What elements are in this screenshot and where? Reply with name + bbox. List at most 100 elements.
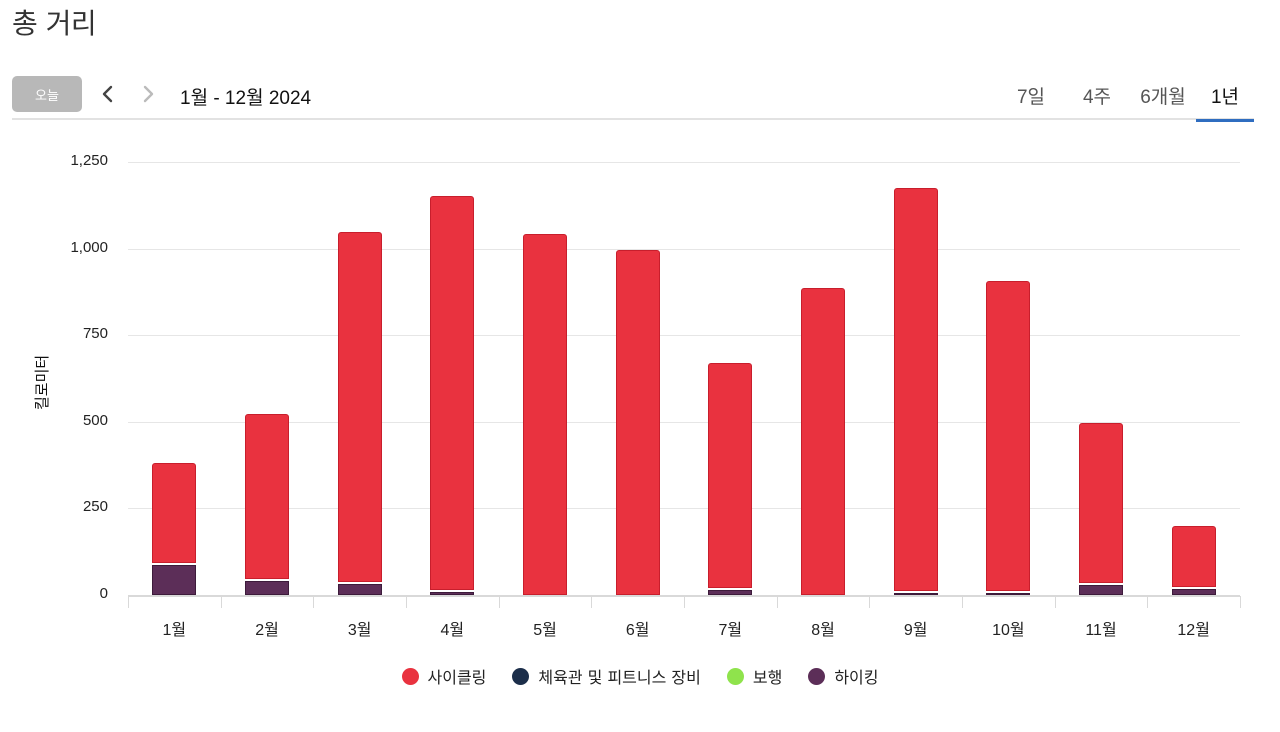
x-tick-label: 11월	[1085, 622, 1117, 639]
y-tick-label: 750	[82, 325, 108, 343]
y-tick-label: 500	[82, 411, 108, 429]
gridline	[128, 508, 1240, 510]
x-tick-label: 12월	[1177, 622, 1210, 639]
range-tabs: 7일 4주 6개월 1년	[998, 76, 1254, 122]
gridline	[128, 248, 1240, 250]
x-tick	[1054, 596, 1056, 608]
bar-stack[interactable]	[245, 413, 289, 595]
cycling-dot-icon	[401, 667, 419, 685]
x-tick-label: 2월	[255, 622, 279, 639]
x-tick	[313, 596, 315, 608]
bar-stack[interactable]	[893, 187, 938, 595]
bar-stack[interactable]	[1079, 422, 1123, 595]
legend-label: 보행	[752, 668, 783, 687]
x-tick	[1147, 596, 1149, 608]
legend-item-walking[interactable]: 보행	[726, 664, 783, 688]
x-tick-label: 5월	[533, 622, 557, 639]
bar-stack[interactable]	[523, 234, 567, 595]
x-tick-label: 10월	[992, 622, 1025, 639]
bar-stack[interactable]	[615, 250, 660, 595]
chevron-left-icon	[102, 85, 113, 103]
y-tick-label: 1,250	[70, 152, 108, 169]
segment-gap	[986, 591, 1031, 593]
gridline	[128, 421, 1240, 423]
x-tick	[498, 596, 500, 608]
x-tick	[776, 596, 778, 608]
bar-stack[interactable]	[708, 363, 753, 595]
bar-segment-cycling[interactable]	[615, 250, 660, 595]
x-tick-label: 3월	[347, 622, 372, 639]
bar-segment-hiking[interactable]	[708, 590, 753, 595]
tab-4-weeks[interactable]: 4주	[1082, 87, 1112, 108]
legend-item-hiking[interactable]: 하이킹	[808, 664, 878, 688]
x-tick	[869, 596, 871, 608]
bar-stack[interactable]	[430, 196, 475, 595]
segment-gap	[708, 588, 753, 591]
x-tick-label: 4월	[440, 622, 465, 639]
bar-stack[interactable]	[801, 288, 845, 595]
bar-segment-cycling[interactable]	[523, 234, 567, 595]
tab-7-days[interactable]: 7일	[1016, 87, 1046, 108]
bar-segment-cycling[interactable]	[986, 280, 1031, 591]
segment-gap	[152, 562, 197, 565]
bar-segment-hiking[interactable]	[430, 591, 475, 595]
segment-gap	[1079, 582, 1123, 585]
x-tick	[962, 596, 963, 608]
segment-gap	[245, 579, 289, 582]
x-tick	[406, 596, 407, 608]
bar-segment-cycling[interactable]	[152, 463, 197, 563]
x-tick	[1240, 596, 1241, 608]
bar-segment-cycling[interactable]	[337, 232, 382, 582]
x-tick	[220, 596, 222, 608]
y-tick-label: 1,000	[70, 238, 108, 256]
segment-gap	[893, 591, 938, 593]
bar-segment-cycling[interactable]	[708, 363, 753, 589]
x-tick	[684, 596, 685, 608]
gridline	[128, 162, 1240, 163]
bar-segment-cycling[interactable]	[245, 413, 289, 580]
bar-segment-cycling[interactable]	[1171, 526, 1216, 588]
bar-segment-hiking[interactable]	[986, 593, 1031, 595]
bar-stack[interactable]	[337, 232, 382, 595]
previous-period-button[interactable]	[96, 80, 120, 108]
y-tick-label: 0	[99, 585, 108, 602]
legend-label: 사이클링	[427, 668, 487, 687]
x-tick	[128, 596, 129, 608]
hiking-dot-icon	[808, 667, 826, 685]
walking-dot-icon	[726, 667, 744, 685]
next-period-button[interactable]	[136, 80, 160, 108]
legend-label: 하이킹	[834, 668, 879, 687]
tab-6-months[interactable]: 6개월	[1140, 87, 1186, 108]
legend-item-gym-fitness[interactable]: 체육관 및 피트니스 장비	[512, 664, 701, 688]
tab-1-year[interactable]: 1년	[1196, 76, 1254, 122]
bar-segment-cycling[interactable]	[801, 288, 845, 595]
x-tick-label: 9월	[903, 622, 928, 639]
legend-item-cycling[interactable]: 사이클링	[401, 664, 487, 688]
page-title: 총 거리	[12, 7, 97, 40]
bar-segment-hiking[interactable]	[1079, 584, 1123, 595]
bar-stack[interactable]	[986, 280, 1031, 595]
bar-segment-cycling[interactable]	[430, 196, 475, 590]
gym-dot-icon	[512, 667, 530, 685]
bar-segment-hiking[interactable]	[337, 583, 382, 595]
x-tick-label: 1월	[162, 622, 187, 639]
bar-segment-hiking[interactable]	[893, 593, 938, 595]
x-tick	[591, 596, 593, 608]
y-axis-title: 킬로미터	[33, 354, 51, 410]
bar-segment-cycling[interactable]	[1079, 422, 1123, 583]
chevron-right-icon	[143, 85, 154, 103]
gridline	[128, 335, 1240, 337]
bar-stack[interactable]	[152, 463, 197, 595]
date-toolbar: 오늘 1월 - 12월 2024 7일 4주 6개월 1년	[12, 76, 1254, 122]
bar-segment-hiking[interactable]	[152, 564, 197, 595]
bar-segment-cycling[interactable]	[893, 187, 938, 591]
x-tick-label: 8월	[811, 622, 835, 639]
bar-segment-hiking[interactable]	[245, 581, 289, 595]
bar-stack[interactable]	[1171, 526, 1216, 595]
today-button[interactable]: 오늘	[12, 76, 82, 112]
x-tick-label: 7월	[718, 622, 743, 639]
bar-segment-hiking[interactable]	[1171, 589, 1216, 595]
legend-label: 체육관 및 피트니스 장비	[538, 668, 701, 687]
chart-legend: 사이클링 체육관 및 피트니스 장비 보행 하이킹	[0, 664, 1280, 688]
y-tick-label: 250	[82, 498, 108, 516]
